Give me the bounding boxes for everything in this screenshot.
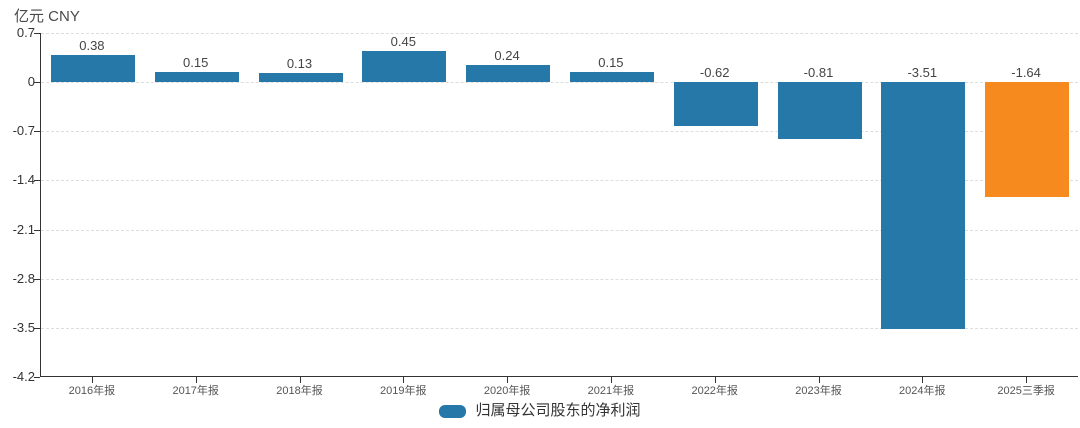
bar-value-label: -3.51 <box>907 65 938 81</box>
bar-2019年报[interactable] <box>362 50 447 83</box>
y-axis-tick-label: -3.5 <box>12 319 35 335</box>
bar-2020年报[interactable] <box>466 65 551 83</box>
y-axis-tick-label: -0.7 <box>12 123 35 139</box>
y-axis-tick-mark <box>34 180 40 182</box>
gridline <box>41 278 1078 280</box>
x-axis-tick-mark <box>1026 377 1028 383</box>
x-axis-tick-label: 2024年报 <box>899 385 946 397</box>
x-axis-tick-label: 2022年报 <box>691 385 738 397</box>
x-axis-tick-mark <box>610 377 612 383</box>
x-axis-tick-mark <box>91 377 93 383</box>
y-axis-tick-label: -1.4 <box>12 172 35 188</box>
y-axis-tick-mark <box>34 82 40 84</box>
x-axis-tick-mark <box>195 377 197 383</box>
legend-item-net-profit[interactable]: 归属母公司股东的净利润 <box>0 402 1080 420</box>
y-axis-tick-mark <box>34 377 40 378</box>
legend-color-swatch <box>439 404 467 418</box>
gridline <box>41 180 1078 182</box>
bar-value-label: 0.45 <box>390 33 416 49</box>
y-axis-tick-mark <box>34 131 40 133</box>
x-axis-tick-label: 2025三季报 <box>997 385 1055 397</box>
x-axis-tick-mark <box>507 377 509 383</box>
x-axis-tick-label: 2016年报 <box>68 385 116 397</box>
bar-2018年报[interactable] <box>258 73 343 83</box>
bar-2021年报[interactable] <box>569 71 654 83</box>
y-axis-tick-mark <box>34 33 40 34</box>
x-axis-tick-label: 2023年报 <box>795 385 842 397</box>
gridline <box>41 82 1078 84</box>
gridline <box>41 229 1078 231</box>
bar-value-label: 0.24 <box>494 48 520 64</box>
y-axis-tick-label: -2.1 <box>12 221 35 237</box>
bar-value-label: -0.81 <box>803 65 834 81</box>
bar-2017年报[interactable] <box>154 71 239 83</box>
x-axis-tick-mark <box>714 377 716 383</box>
bar-value-label: 0.15 <box>598 54 624 70</box>
x-axis-tick-mark <box>403 377 405 383</box>
bar-2023年报[interactable] <box>777 82 862 139</box>
gridline <box>41 131 1078 133</box>
y-axis-tick-label: -2.8 <box>12 270 35 286</box>
x-axis-tick-label: 2018年报 <box>276 385 323 397</box>
y-axis-tick-label: 0.7 <box>16 25 35 40</box>
bar-2022年报[interactable] <box>673 82 758 126</box>
y-axis-tick-label: 0 <box>27 74 35 90</box>
legend-label: 归属母公司股东的净利润 <box>475 402 641 419</box>
x-axis-tick-label: 2019年报 <box>380 385 427 397</box>
y-axis-unit-label: 亿元 CNY <box>14 8 80 25</box>
y-axis-tick-mark <box>34 327 40 329</box>
bar-2025三季报[interactable] <box>985 82 1070 198</box>
bar-value-label: -1.64 <box>1011 65 1041 81</box>
x-axis-tick-label: 2020年报 <box>483 385 531 397</box>
bar-value-label: 0.38 <box>79 38 105 54</box>
bar-value-label: 0.13 <box>286 56 313 72</box>
bar-2016年报[interactable] <box>50 55 135 83</box>
bar-value-label: 0.15 <box>183 54 209 70</box>
gridline <box>41 33 1078 34</box>
bar-2024年报[interactable] <box>881 82 966 329</box>
y-axis-tick-label: -4.2 <box>12 369 35 384</box>
gridline <box>41 327 1078 329</box>
x-axis-tick-label: 2017年报 <box>172 385 219 397</box>
bar-value-label: -0.62 <box>699 65 730 81</box>
x-axis-tick-label: 2021年报 <box>587 385 635 397</box>
x-axis-tick-mark <box>818 377 820 383</box>
x-axis-tick-mark <box>922 377 924 383</box>
x-axis-tick-mark <box>299 377 301 383</box>
y-axis-tick-mark <box>34 229 40 231</box>
y-axis-tick-mark <box>34 278 40 280</box>
plot-area <box>40 33 1078 377</box>
